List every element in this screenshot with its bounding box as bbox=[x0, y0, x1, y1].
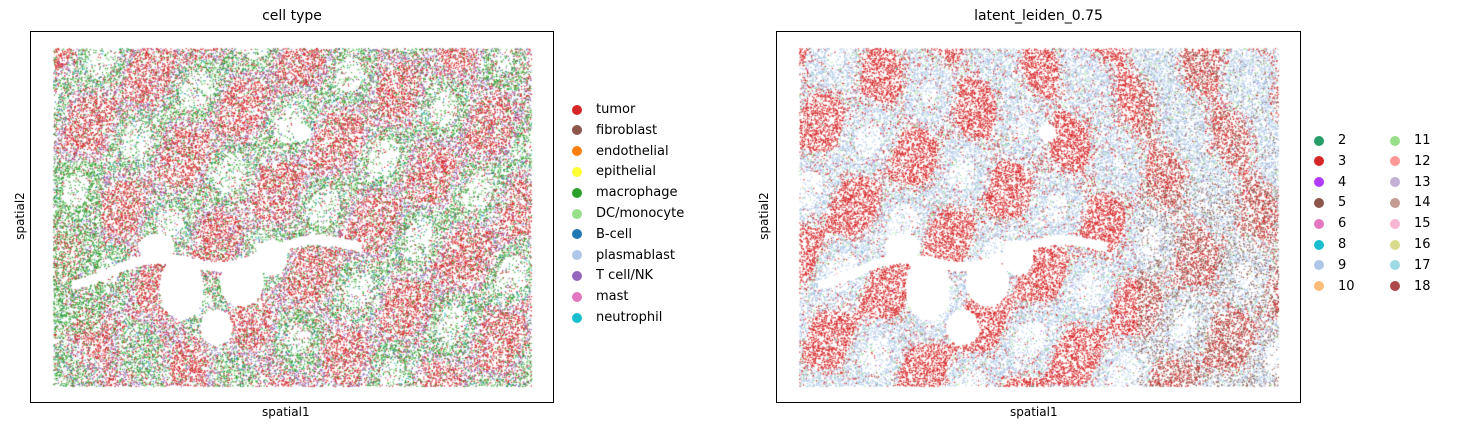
x-axis-label: spatial1 bbox=[1010, 405, 1058, 419]
legend-marker bbox=[572, 208, 582, 219]
plot-area bbox=[30, 31, 554, 403]
legend-label: endothelial bbox=[596, 143, 669, 159]
scatter-points bbox=[777, 32, 1300, 402]
legend-marker bbox=[1390, 218, 1400, 229]
legend-item: 14 bbox=[1390, 195, 1431, 210]
legend-marker bbox=[1390, 260, 1400, 271]
legend-marker bbox=[572, 166, 582, 177]
legend-label: DC/monocyte bbox=[596, 206, 685, 221]
legend-marker bbox=[1314, 135, 1324, 146]
legend-item: 9 bbox=[1314, 258, 1346, 273]
legend-label: plasmablast bbox=[596, 247, 675, 263]
legend-marker bbox=[572, 250, 582, 261]
legend-item: 6 bbox=[1314, 216, 1346, 231]
legend-marker bbox=[572, 270, 582, 281]
legend-item: fibroblast bbox=[572, 123, 657, 138]
legend-marker bbox=[1390, 156, 1400, 167]
legend-label: epithelial bbox=[596, 164, 656, 180]
legend-item: epithelial bbox=[572, 164, 656, 179]
legend-marker bbox=[1390, 177, 1400, 188]
legend-item: plasmablast bbox=[572, 248, 675, 263]
legend-item: 3 bbox=[1314, 154, 1346, 169]
legend-marker bbox=[1390, 197, 1400, 208]
legend-item: 12 bbox=[1390, 154, 1431, 169]
legend-marker bbox=[572, 146, 582, 157]
legend-marker bbox=[1314, 156, 1324, 167]
plot-area bbox=[776, 31, 1301, 403]
legend-label: 10 bbox=[1338, 278, 1355, 294]
legend-item: 17 bbox=[1390, 258, 1431, 273]
legend-item: 13 bbox=[1390, 175, 1431, 190]
legend-label: 6 bbox=[1338, 216, 1347, 232]
legend-item: DC/monocyte bbox=[572, 206, 684, 221]
legend-marker bbox=[1314, 177, 1324, 188]
legend-label: 5 bbox=[1338, 195, 1347, 211]
legend-label: 16 bbox=[1414, 237, 1431, 252]
legend-label: tumor bbox=[596, 102, 636, 117]
legend-marker bbox=[1314, 260, 1324, 271]
legend-label: B-cell bbox=[596, 226, 632, 242]
legend-label: 4 bbox=[1338, 174, 1347, 190]
legend-label: 18 bbox=[1414, 278, 1431, 294]
legend-marker bbox=[1390, 135, 1400, 146]
legend-label: 14 bbox=[1414, 195, 1431, 211]
legend-label: 11 bbox=[1414, 133, 1431, 148]
legend-marker bbox=[1314, 239, 1324, 250]
legend-item: neutrophil bbox=[572, 310, 662, 325]
legend-marker bbox=[1314, 281, 1324, 292]
legend-marker bbox=[1390, 239, 1400, 250]
legend-item: 18 bbox=[1390, 279, 1431, 294]
legend-item: mast bbox=[572, 289, 629, 304]
chart-title: latent_leiden_0.75 bbox=[974, 8, 1103, 24]
x-axis-label: spatial1 bbox=[262, 405, 310, 419]
legend-marker bbox=[572, 229, 582, 240]
legend-item: 5 bbox=[1314, 195, 1346, 210]
legend-marker bbox=[572, 104, 582, 115]
legend-item: 10 bbox=[1314, 279, 1355, 294]
legend-item: 2 bbox=[1314, 133, 1346, 148]
legend-marker bbox=[1314, 218, 1324, 229]
chart-title: cell type bbox=[262, 8, 322, 24]
legend-label: 3 bbox=[1338, 153, 1347, 169]
legend-marker bbox=[572, 187, 582, 198]
legend-label: mast bbox=[596, 289, 629, 305]
legend-item: tumor bbox=[572, 102, 635, 117]
legend-label: fibroblast bbox=[596, 122, 658, 138]
legend-marker bbox=[572, 125, 582, 136]
legend-item: T cell/NK bbox=[572, 268, 653, 283]
legend-marker bbox=[572, 312, 582, 323]
legend-label: T cell/NK bbox=[596, 268, 654, 284]
legend-item: 4 bbox=[1314, 175, 1346, 190]
legend-item: endothelial bbox=[572, 144, 669, 159]
legend-label: 15 bbox=[1414, 216, 1431, 232]
legend-label: 8 bbox=[1338, 237, 1347, 252]
legend-label: 13 bbox=[1414, 174, 1431, 190]
legend-marker bbox=[1390, 281, 1400, 292]
legend-item: 16 bbox=[1390, 237, 1431, 252]
legend-label: 9 bbox=[1338, 257, 1347, 273]
legend-item: B-cell bbox=[572, 227, 632, 242]
legend-item: 8 bbox=[1314, 237, 1346, 252]
legend-label: macrophage bbox=[596, 185, 678, 201]
legend-marker bbox=[1314, 197, 1324, 208]
legend-label: 2 bbox=[1338, 133, 1347, 148]
legend-item: 11 bbox=[1390, 133, 1431, 148]
legend-label: 17 bbox=[1414, 257, 1431, 273]
y-axis-label: spatial2 bbox=[13, 192, 27, 240]
legend-item: 15 bbox=[1390, 216, 1431, 231]
legend-item: macrophage bbox=[572, 185, 678, 200]
legend-marker bbox=[572, 291, 582, 302]
y-axis-label: spatial2 bbox=[757, 192, 771, 240]
scatter-points bbox=[31, 32, 553, 402]
legend-label: neutrophil bbox=[596, 310, 663, 325]
legend-label: 12 bbox=[1414, 153, 1431, 169]
